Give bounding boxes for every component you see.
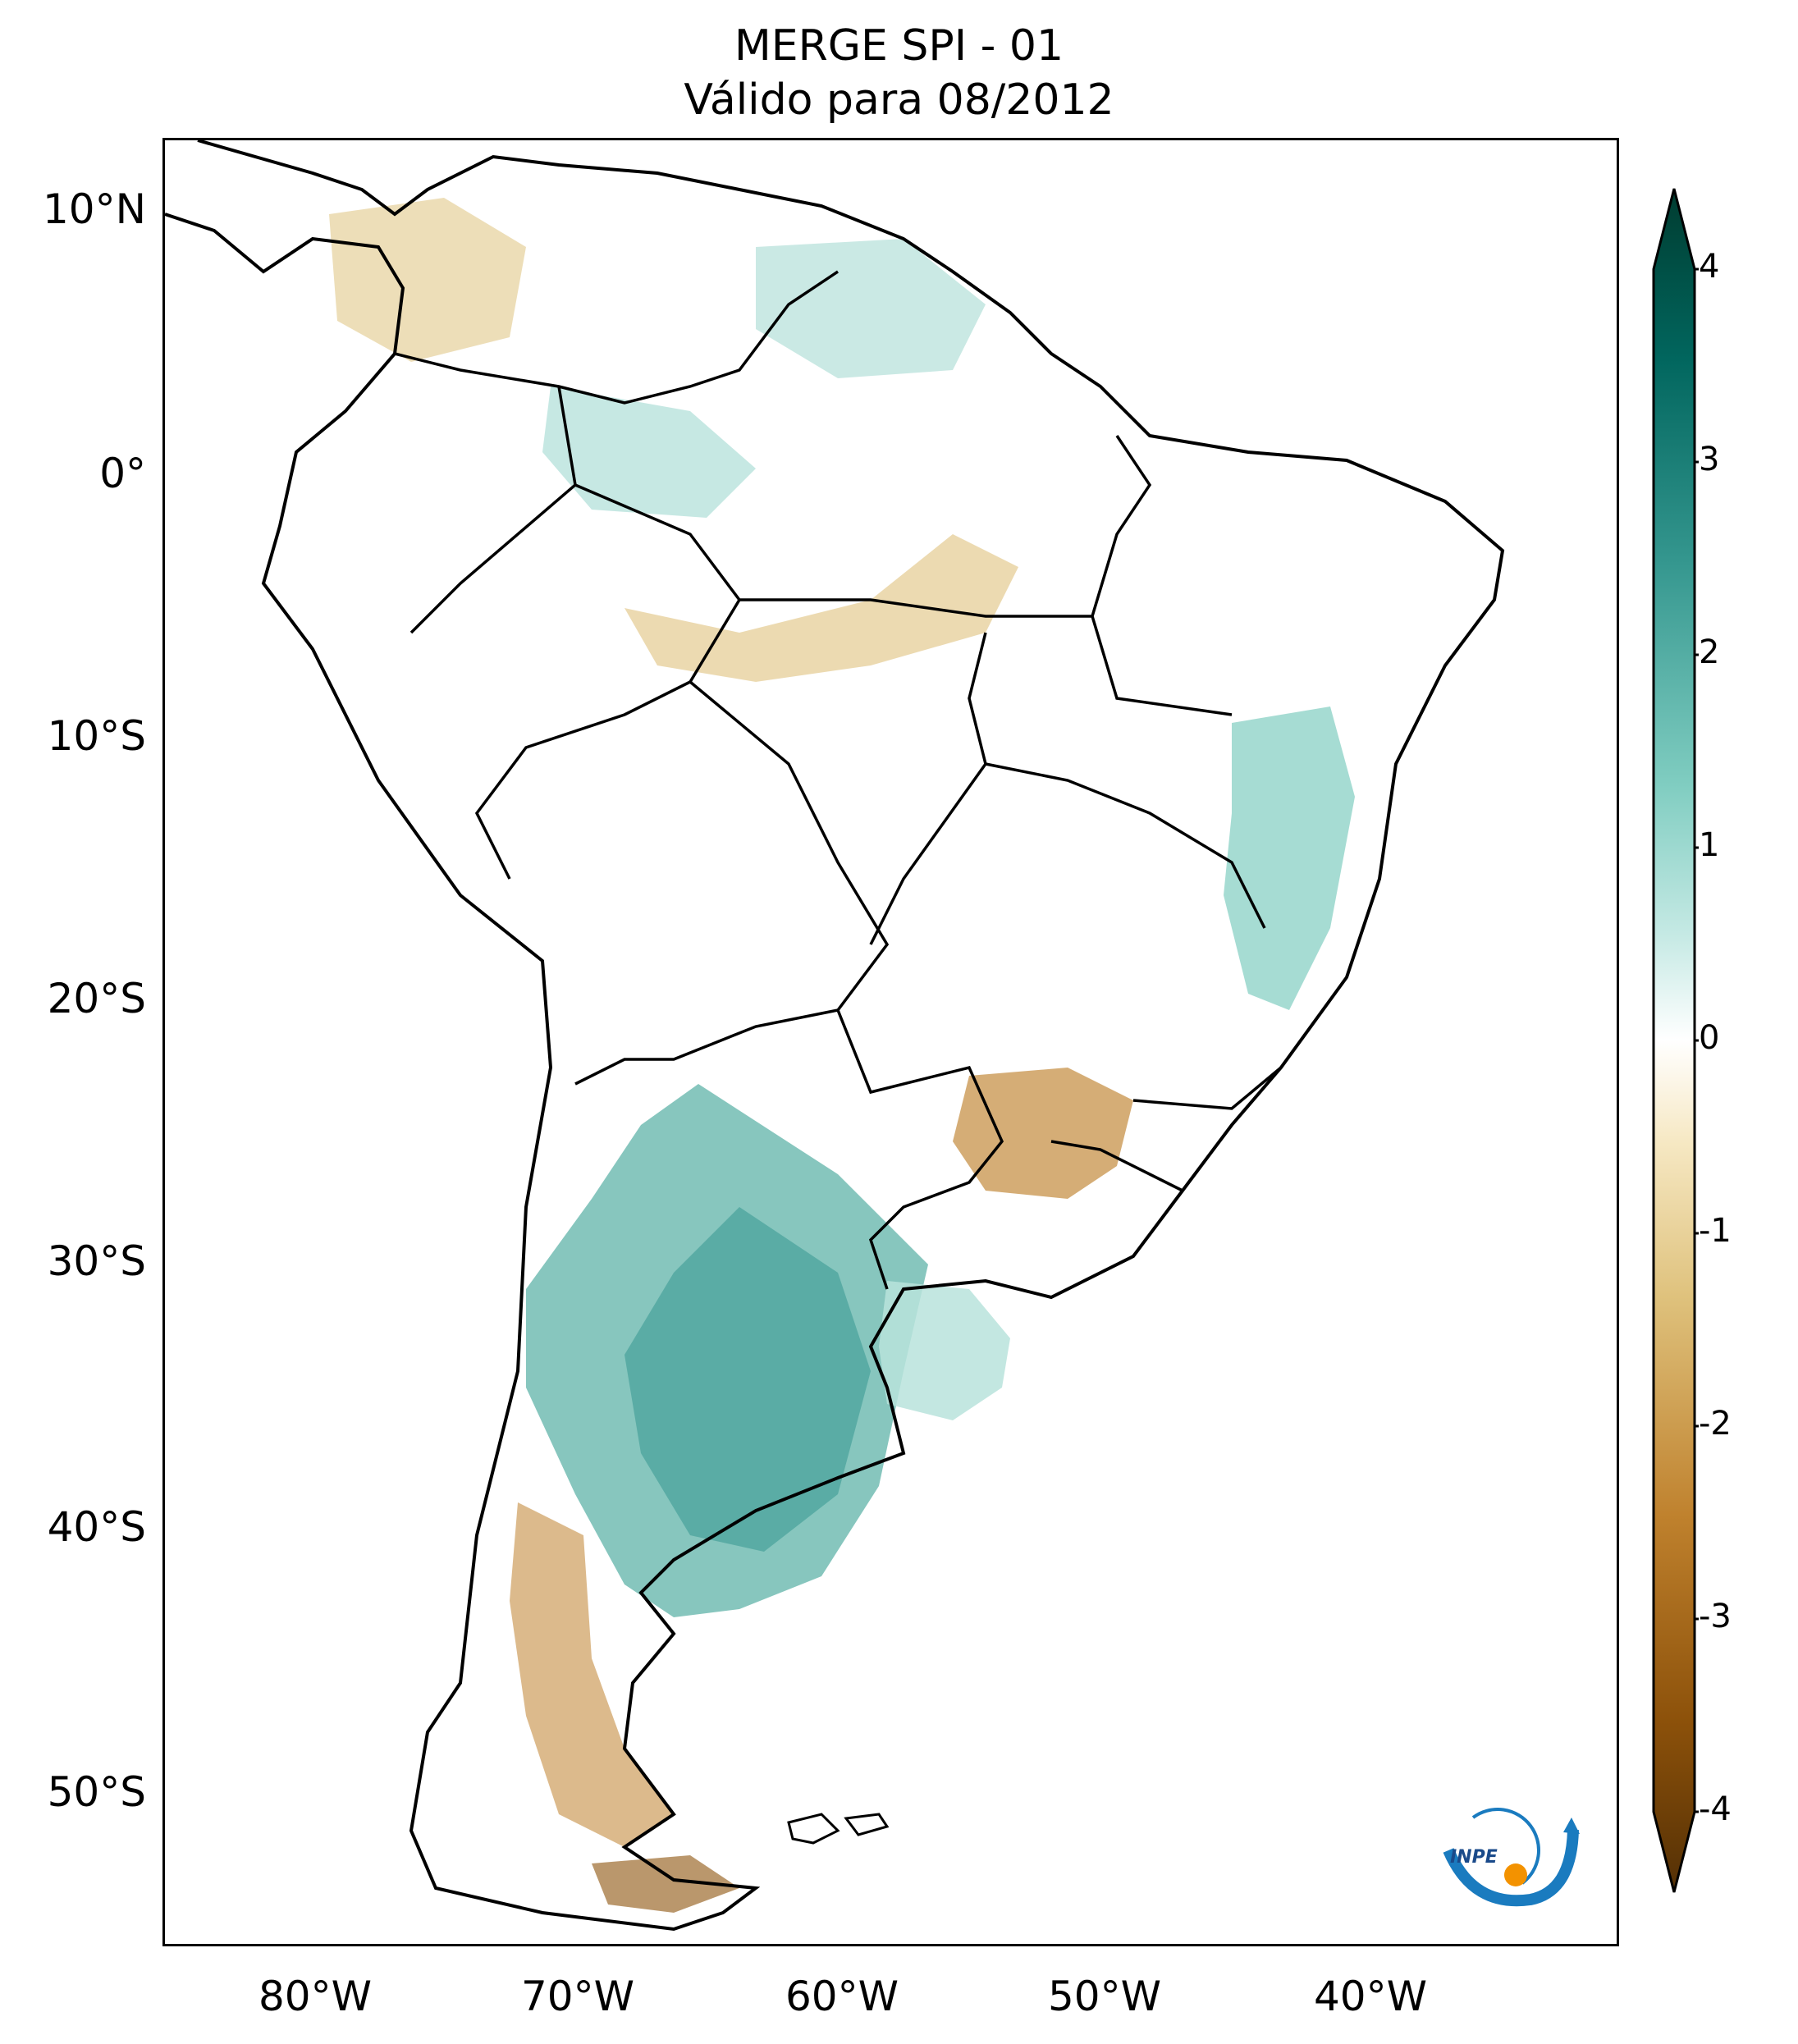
colorbar bbox=[1652, 188, 1699, 1893]
eastern-brazil-wet-anomaly bbox=[1224, 706, 1355, 1010]
south-america-coastline bbox=[165, 140, 1505, 1932]
lon-label-80w: 80°W bbox=[258, 1973, 373, 2020]
inpe-logo: INPE bbox=[1443, 1808, 1580, 1907]
country-borders bbox=[394, 270, 1283, 1290]
colorbar-label-2: 2 bbox=[1699, 633, 1720, 671]
tierra-del-fuego-dry bbox=[592, 1855, 739, 1913]
amazon-wet-patch bbox=[542, 386, 756, 518]
northern-dry-anomaly bbox=[329, 198, 526, 362]
lat-label-0: 0° bbox=[99, 450, 146, 497]
colorbar-label-neg2: -2 bbox=[1699, 1405, 1732, 1443]
guianas-wet-anomaly bbox=[756, 239, 986, 378]
lon-label-70w: 70°W bbox=[520, 1973, 635, 2020]
amazon-dry-band bbox=[624, 534, 1018, 682]
colorbar-ticks bbox=[1695, 268, 1699, 1813]
colorbar-label-4: 4 bbox=[1699, 248, 1720, 286]
map-title: MERGE SPI - 01 bbox=[734, 21, 1064, 71]
colorbar-label-0: 0 bbox=[1699, 1019, 1720, 1057]
map-canvas bbox=[165, 140, 1505, 1932]
colorbar-label-neg3: -3 bbox=[1699, 1598, 1732, 1635]
colorbar-label-1: 1 bbox=[1699, 826, 1720, 864]
lon-label-50w: 50°W bbox=[1047, 1973, 1162, 2020]
lat-label-50s: 50°S bbox=[47, 1768, 146, 1816]
lat-label-10s: 10°S bbox=[47, 712, 146, 760]
colorbar-label-neg4: -4 bbox=[1699, 1790, 1732, 1828]
lat-label-40s: 40°S bbox=[47, 1503, 146, 1551]
lat-label-20s: 20°S bbox=[47, 975, 146, 1022]
lon-label-40w: 40°W bbox=[1313, 1973, 1428, 2020]
falkland-islands bbox=[787, 1813, 890, 1845]
lat-label-10n: 10°N bbox=[42, 185, 146, 233]
map-subtitle: Válido para 08/2012 bbox=[684, 75, 1114, 125]
colorbar-label-3: 3 bbox=[1699, 441, 1720, 478]
map-area bbox=[162, 138, 1619, 1946]
colorbar-body bbox=[1652, 188, 1696, 1893]
colorbar-label-neg1: -1 bbox=[1699, 1212, 1732, 1250]
lat-label-30s: 30°S bbox=[47, 1237, 146, 1285]
southern-brazil-dry-anomaly bbox=[953, 1068, 1133, 1199]
lon-label-60w: 60°W bbox=[785, 1973, 899, 2020]
wet-anomaly-core bbox=[624, 1207, 871, 1552]
uruguay-wet-anomaly bbox=[879, 1281, 1010, 1420]
inpe-logo-text: INPE bbox=[1450, 1847, 1498, 1868]
